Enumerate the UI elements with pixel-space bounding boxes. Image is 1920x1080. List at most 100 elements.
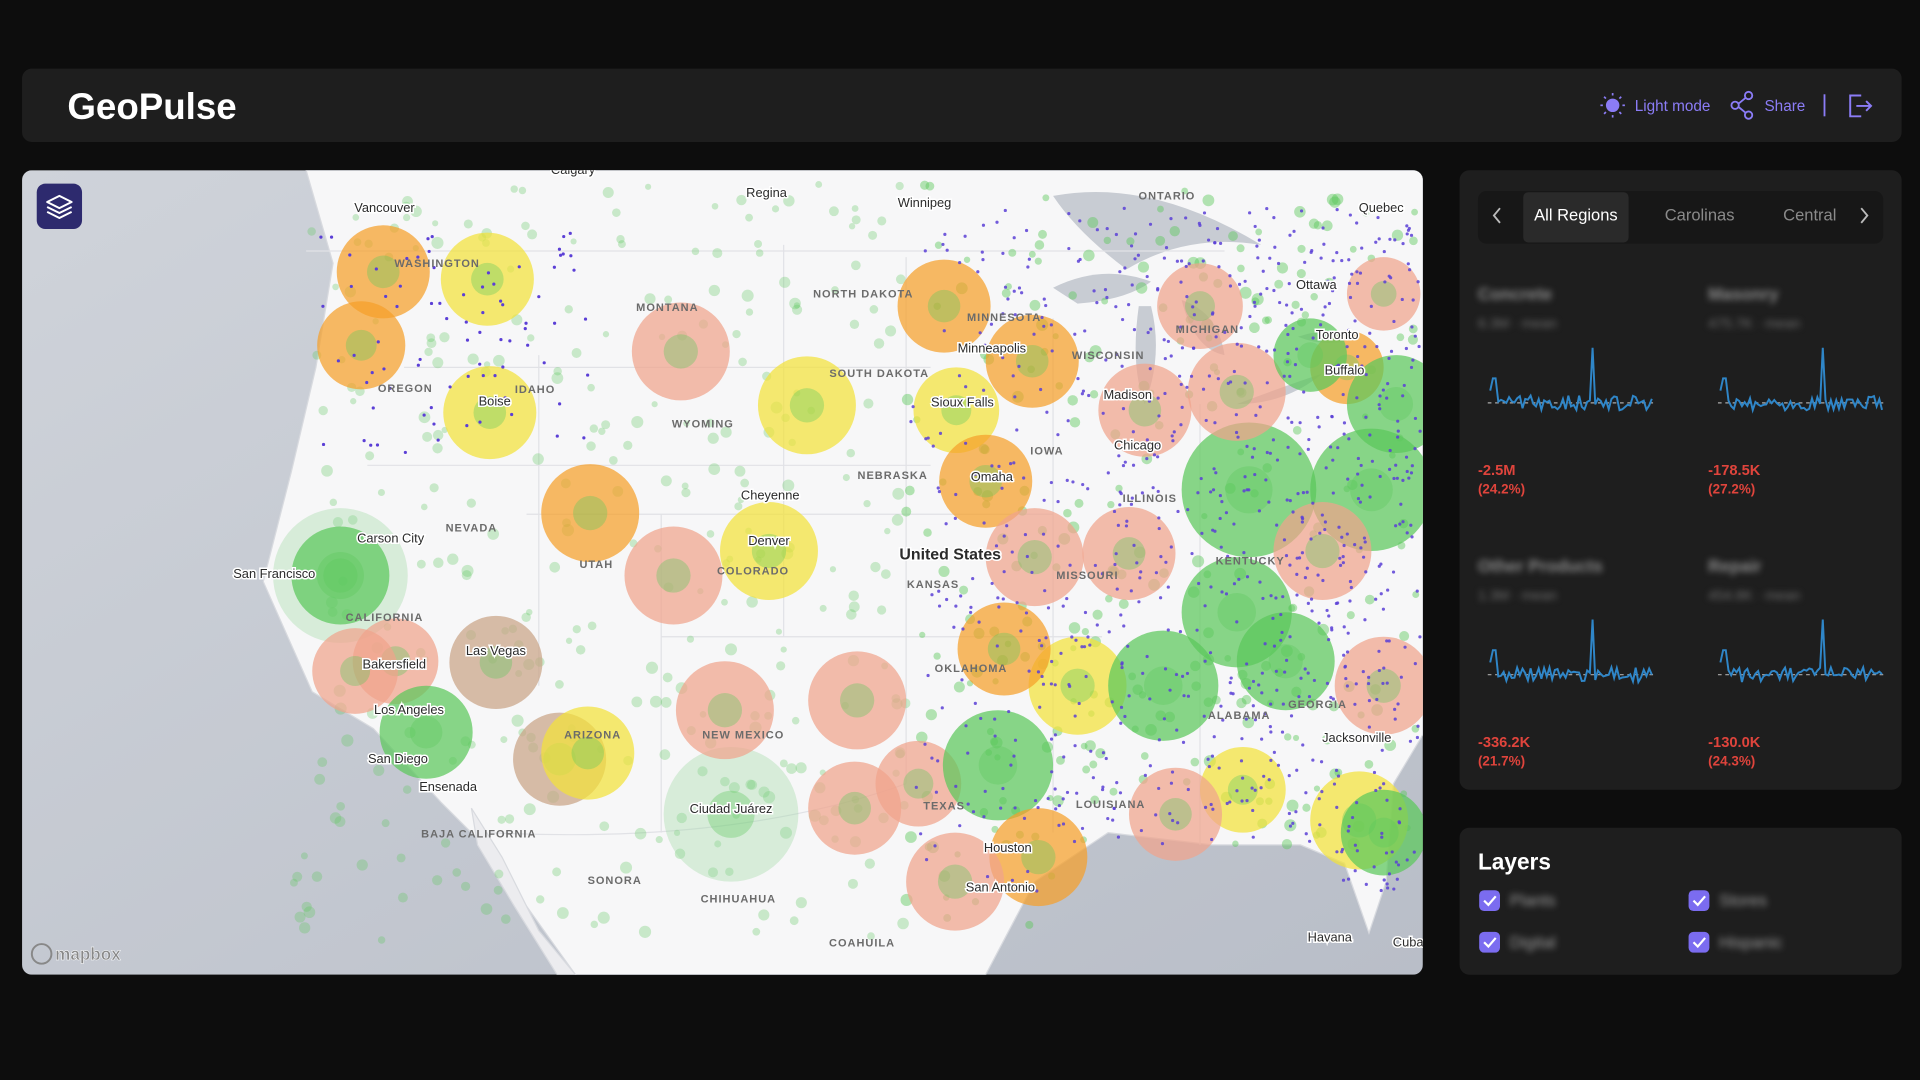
store-point (1327, 638, 1331, 642)
density-dot (738, 357, 747, 367)
store-point (481, 399, 485, 403)
tab-prev[interactable] (1492, 207, 1501, 224)
store-point (1272, 750, 1276, 754)
store-point (464, 320, 468, 324)
store-point (1228, 284, 1233, 288)
store-point (348, 253, 352, 257)
store-point (416, 363, 420, 367)
density-dot (697, 766, 708, 777)
store-point (1148, 764, 1152, 768)
density-dot (347, 515, 358, 525)
layers-toggle[interactable] (36, 183, 83, 229)
store-point (1114, 232, 1118, 237)
store-point (1126, 644, 1130, 648)
density-dot (1005, 283, 1012, 290)
store-point (1213, 241, 1217, 245)
density-dot (660, 475, 672, 487)
store-point (1393, 707, 1397, 711)
store-point (969, 605, 973, 609)
gulf-of-california (470, 807, 577, 975)
card-title: Concrete (1478, 284, 1552, 304)
store-point (1269, 594, 1273, 598)
store-point (1039, 387, 1043, 392)
store-point (1169, 781, 1174, 785)
store-point (1387, 356, 1391, 360)
density-dot (401, 201, 412, 212)
store-point (1396, 429, 1400, 433)
store-point (969, 610, 973, 615)
map[interactable]: Vancouver Calgary Regina Winnipeg ONTARIO Que… (22, 162, 1445, 975)
checkbox[interactable] (1688, 890, 1710, 912)
store-point (1284, 554, 1289, 558)
store-point (1378, 474, 1382, 479)
stats-panel (1459, 170, 1902, 790)
sparkline (1489, 347, 1653, 414)
tab[interactable]: All Regions (1534, 205, 1618, 224)
store-point (1257, 683, 1261, 687)
region-label: KENTUCKY (1216, 555, 1285, 567)
store-point (1364, 570, 1368, 574)
checkbox[interactable] (1479, 931, 1500, 953)
store-point (971, 576, 975, 581)
checkbox[interactable] (1688, 931, 1710, 953)
store-point (1319, 256, 1323, 260)
store-point (1065, 478, 1069, 482)
region-core (366, 255, 400, 289)
store-point (1213, 529, 1217, 533)
store-point (1239, 326, 1243, 330)
store-point (990, 888, 994, 892)
store-point (1282, 538, 1287, 542)
density-dot (422, 431, 433, 442)
store-point (1392, 319, 1396, 324)
store-point (1334, 601, 1339, 606)
tab[interactable]: Central (1783, 205, 1836, 224)
density-dot (1081, 627, 1089, 636)
logout-button[interactable] (1849, 94, 1873, 118)
store-point (1316, 415, 1320, 419)
share-button[interactable]: Share (1730, 90, 1805, 120)
store-point (1350, 272, 1354, 276)
store-point (445, 317, 449, 321)
store-point (517, 265, 521, 269)
store-point (1353, 319, 1357, 323)
density-dot (771, 205, 780, 213)
density-dot (1328, 701, 1339, 712)
store-point (388, 386, 392, 390)
store-point (1145, 274, 1149, 279)
store-point (1347, 437, 1351, 441)
region-circle (808, 651, 907, 750)
store-point (1119, 613, 1123, 617)
store-point (1218, 493, 1222, 498)
store-point (1081, 389, 1086, 393)
store-point (1118, 791, 1123, 795)
checkbox[interactable] (1479, 890, 1500, 912)
store-point (1291, 510, 1295, 514)
store-point (1359, 463, 1363, 468)
density-dot (885, 325, 897, 337)
store-point (1401, 478, 1405, 482)
density-dot (1025, 920, 1034, 929)
density-dot (779, 826, 792, 839)
light-mode-button[interactable]: Light mode (1600, 93, 1710, 118)
check-mark (1692, 895, 1706, 907)
density-dot (460, 881, 471, 891)
density-dot (1384, 739, 1397, 751)
store-point (1154, 571, 1159, 575)
tab-next[interactable] (1860, 207, 1869, 224)
attribution[interactable]: mapbox (55, 944, 122, 964)
density-dot (553, 366, 562, 376)
store-point (1337, 525, 1341, 529)
store-point (1122, 206, 1126, 210)
store-point (1335, 250, 1339, 255)
density-dot (662, 672, 673, 683)
density-dot (791, 716, 800, 725)
density-dot (1274, 279, 1284, 289)
tab[interactable]: Carolinas (1665, 205, 1735, 224)
density-dot (1399, 631, 1410, 642)
store-point (1155, 442, 1160, 446)
store-point (1049, 480, 1053, 485)
store-point (1350, 815, 1355, 820)
store-point (1292, 229, 1296, 233)
density-dot (431, 236, 444, 249)
